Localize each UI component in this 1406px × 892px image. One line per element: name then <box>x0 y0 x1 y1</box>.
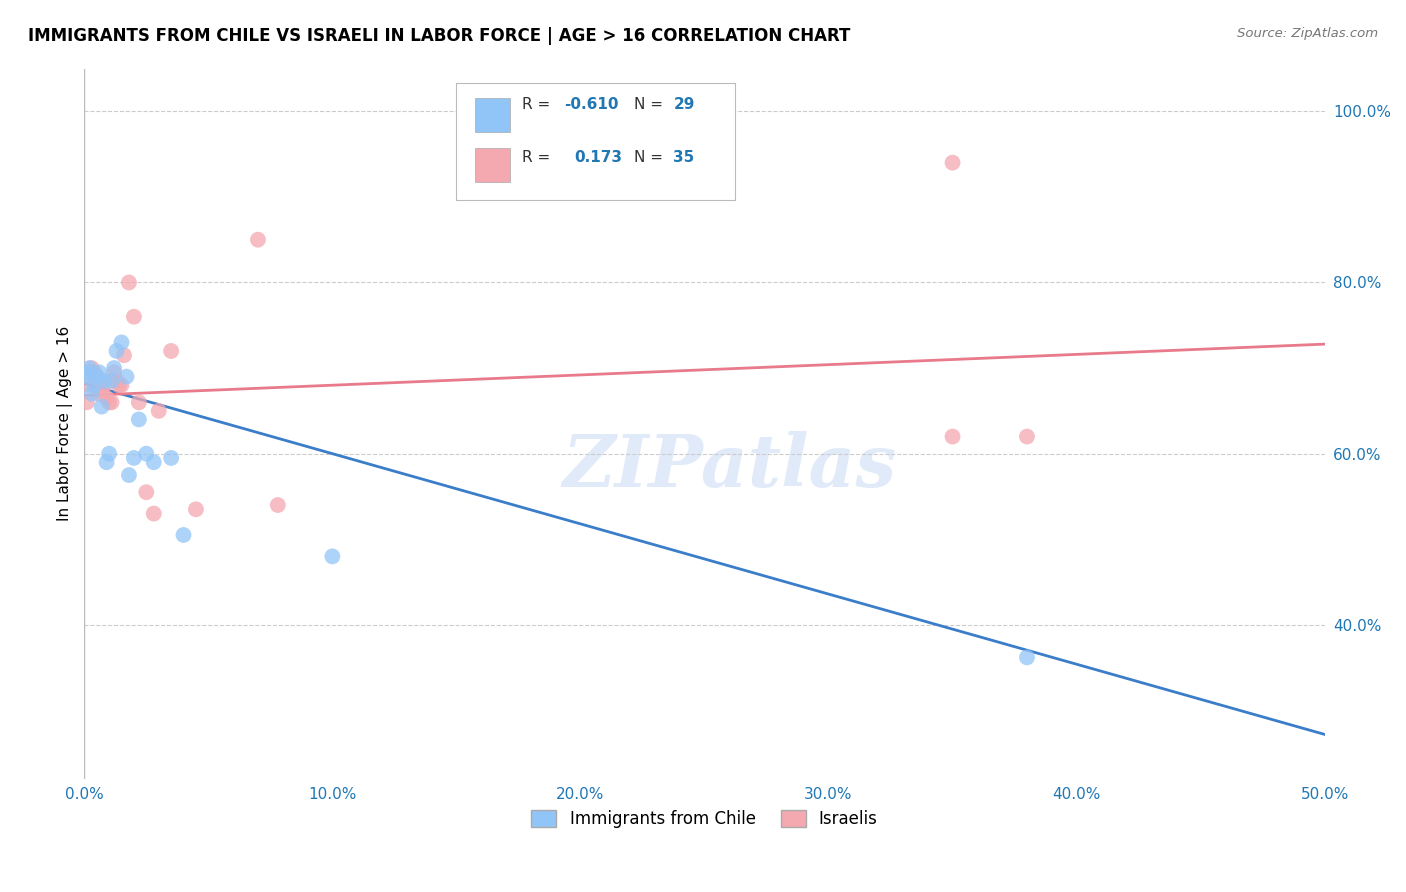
Text: N =: N = <box>634 96 668 112</box>
Point <box>108 378 131 392</box>
Point <box>118 276 141 290</box>
Point <box>77 378 100 392</box>
Point <box>77 365 100 379</box>
Point <box>96 455 118 469</box>
Point <box>98 395 121 409</box>
Point <box>160 450 183 465</box>
Point <box>110 335 132 350</box>
Text: ZIPatlas: ZIPatlas <box>562 431 897 502</box>
Point <box>100 395 122 409</box>
Point <box>77 361 100 376</box>
Point <box>76 395 98 409</box>
Text: -0.610: -0.610 <box>564 96 619 112</box>
Point <box>321 549 343 564</box>
Point <box>86 369 108 384</box>
FancyBboxPatch shape <box>475 148 510 182</box>
Text: R =: R = <box>522 150 555 165</box>
Text: 35: 35 <box>673 150 695 165</box>
Point <box>83 365 105 379</box>
Text: N =: N = <box>634 150 668 165</box>
Point <box>89 386 111 401</box>
Point <box>96 391 118 405</box>
Point <box>83 378 105 392</box>
Point <box>112 348 135 362</box>
Point <box>118 468 141 483</box>
Point <box>90 383 112 397</box>
Point <box>76 369 98 384</box>
FancyBboxPatch shape <box>475 98 510 132</box>
Point <box>105 374 128 388</box>
Point <box>93 374 115 388</box>
Text: IMMIGRANTS FROM CHILE VS ISRAELI IN LABOR FORCE | AGE > 16 CORRELATION CHART: IMMIGRANTS FROM CHILE VS ISRAELI IN LABO… <box>28 27 851 45</box>
Point <box>122 450 145 465</box>
Point <box>105 343 128 358</box>
Point <box>941 429 963 443</box>
Point <box>115 369 138 384</box>
Point <box>142 455 165 469</box>
Point <box>135 447 157 461</box>
Point <box>80 361 103 376</box>
Point <box>160 343 183 358</box>
Point <box>103 361 125 376</box>
Point <box>128 412 150 426</box>
Point <box>941 155 963 169</box>
Point <box>103 365 125 379</box>
Point <box>142 507 165 521</box>
Text: R =: R = <box>522 96 555 112</box>
Point <box>98 447 121 461</box>
Legend: Immigrants from Chile, Israelis: Immigrants from Chile, Israelis <box>524 803 884 835</box>
Point <box>90 400 112 414</box>
Point <box>267 498 290 512</box>
Point <box>110 378 132 392</box>
Point <box>184 502 207 516</box>
Point <box>246 233 269 247</box>
Point <box>1015 650 1038 665</box>
Text: 29: 29 <box>673 96 695 112</box>
Point <box>148 404 170 418</box>
Point <box>89 365 111 379</box>
Point <box>173 528 195 542</box>
Point <box>100 374 122 388</box>
Point <box>80 386 103 401</box>
Y-axis label: In Labor Force | Age > 16: In Labor Force | Age > 16 <box>58 326 73 521</box>
Point <box>1015 429 1038 443</box>
Text: Source: ZipAtlas.com: Source: ZipAtlas.com <box>1237 27 1378 40</box>
Point <box>122 310 145 324</box>
Point <box>128 395 150 409</box>
FancyBboxPatch shape <box>457 83 735 200</box>
Point <box>135 485 157 500</box>
Text: 0.173: 0.173 <box>574 150 623 165</box>
Point <box>86 369 108 384</box>
Point <box>93 378 115 392</box>
